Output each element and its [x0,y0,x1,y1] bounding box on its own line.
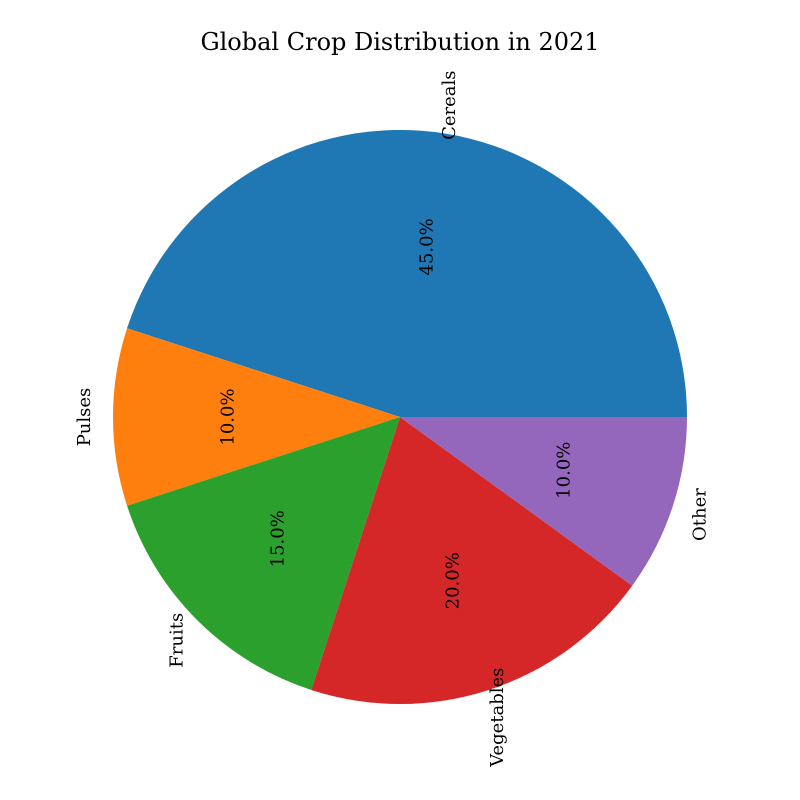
slice-label-vegetables: Vegetables [487,668,508,768]
pie-slices [113,130,688,704]
pie-slice-other [400,417,687,586]
slice-value-cereals: 45.0% [416,218,437,275]
pie-labels: Cereals 45.0% Pulses 10.0% Fruits 15.0% Vegeta… [74,70,711,767]
slice-value-fruits: 15.0% [268,510,289,567]
pie-slice-vegetables [311,417,633,704]
slice-label-other: Other [690,488,711,541]
pie-slice-fruits [127,417,400,690]
slice-label-cereals: Cereals [439,70,460,139]
slice-value-pulses: 10.0% [217,388,238,445]
pie-slice-cereals [127,130,688,417]
slice-label-fruits: Fruits [166,613,187,668]
slice-value-other: 10.0% [553,442,574,499]
slice-value-vegetables: 20.0% [443,552,464,609]
pie-slice-pulses [113,328,401,506]
chart-title: Global Crop Distribution in 2021 [200,28,599,56]
slice-label-pulses: Pulses [74,388,95,447]
